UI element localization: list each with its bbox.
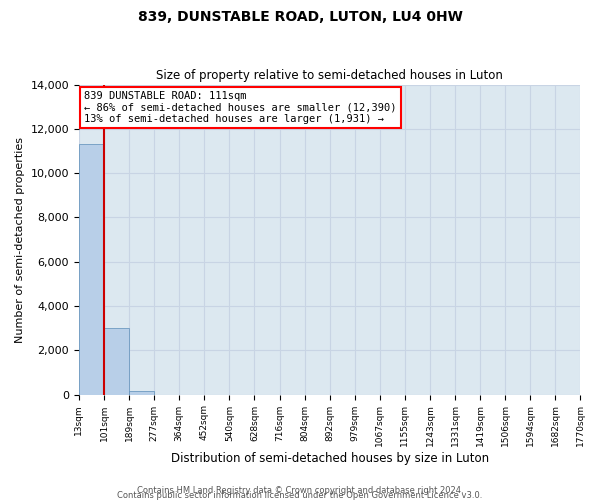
Title: Size of property relative to semi-detached houses in Luton: Size of property relative to semi-detach… — [156, 69, 503, 82]
Bar — [104, 328, 129, 394]
Text: 839 DUNSTABLE ROAD: 111sqm
← 86% of semi-detached houses are smaller (12,390)
13: 839 DUNSTABLE ROAD: 111sqm ← 86% of semi… — [84, 91, 397, 124]
Text: Contains HM Land Registry data © Crown copyright and database right 2024.: Contains HM Land Registry data © Crown c… — [137, 486, 463, 495]
Bar — [79, 144, 104, 394]
Y-axis label: Number of semi-detached properties: Number of semi-detached properties — [15, 136, 25, 342]
X-axis label: Distribution of semi-detached houses by size in Luton: Distribution of semi-detached houses by … — [170, 452, 489, 465]
Text: Contains public sector information licensed under the Open Government Licence v3: Contains public sector information licen… — [118, 491, 482, 500]
Bar — [129, 390, 154, 394]
Text: 839, DUNSTABLE ROAD, LUTON, LU4 0HW: 839, DUNSTABLE ROAD, LUTON, LU4 0HW — [137, 10, 463, 24]
